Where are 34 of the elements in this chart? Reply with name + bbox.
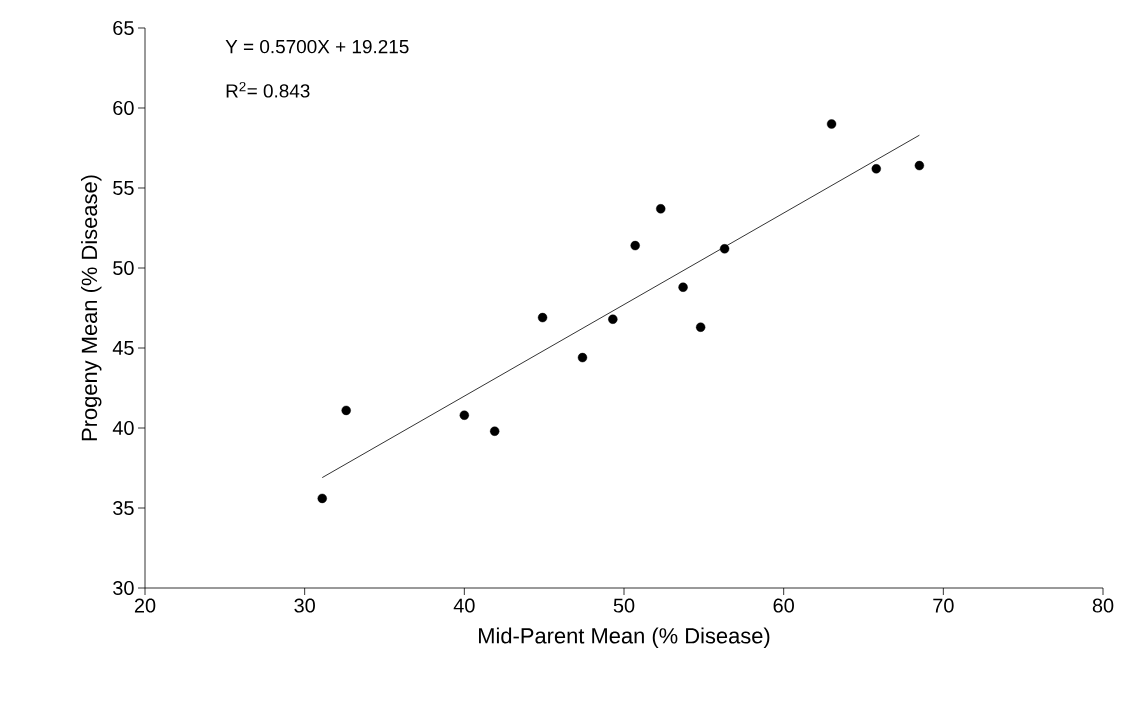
y-axis-title: Progeny Mean (% Disease) [81,175,102,441]
y-tick-label: 30 [113,580,134,596]
point [695,322,706,332]
x-tick-label: 80 [1092,598,1114,613]
point [656,204,666,214]
y-tick-label: 65 [113,20,134,36]
y-tick-label: 40 [112,420,134,436]
x-tick-label: 70 [933,598,954,613]
point [871,164,881,174]
x-tick-label: 30 [294,598,315,613]
x-tick-label: 40 [453,598,475,613]
point [914,160,925,171]
point [341,405,351,416]
y-tick-label: 35 [113,500,134,516]
x-axis-title: Mid-Parent Mean (% Disease) [479,627,770,648]
x-tick-label: 60 [773,598,794,613]
x-tick-label: 50 [613,598,635,613]
point [719,244,730,254]
y-tick-label: 45 [112,341,134,355]
y-tick-label: 50 [113,260,134,276]
annotation: Y = 0.5700X + 19.215 [225,39,409,54]
point [826,119,837,129]
point [630,240,640,251]
x-tick-label: 20 [134,598,156,613]
point [577,352,588,363]
point [537,312,548,323]
point [459,410,470,420]
annotation: R$^{2}$= 0.843 [226,81,310,98]
point [317,493,327,504]
point [678,282,688,292]
y-tick-label: 55 [113,181,134,195]
y-tick-label: 60 [113,100,134,116]
point [608,314,618,324]
point [489,426,500,436]
